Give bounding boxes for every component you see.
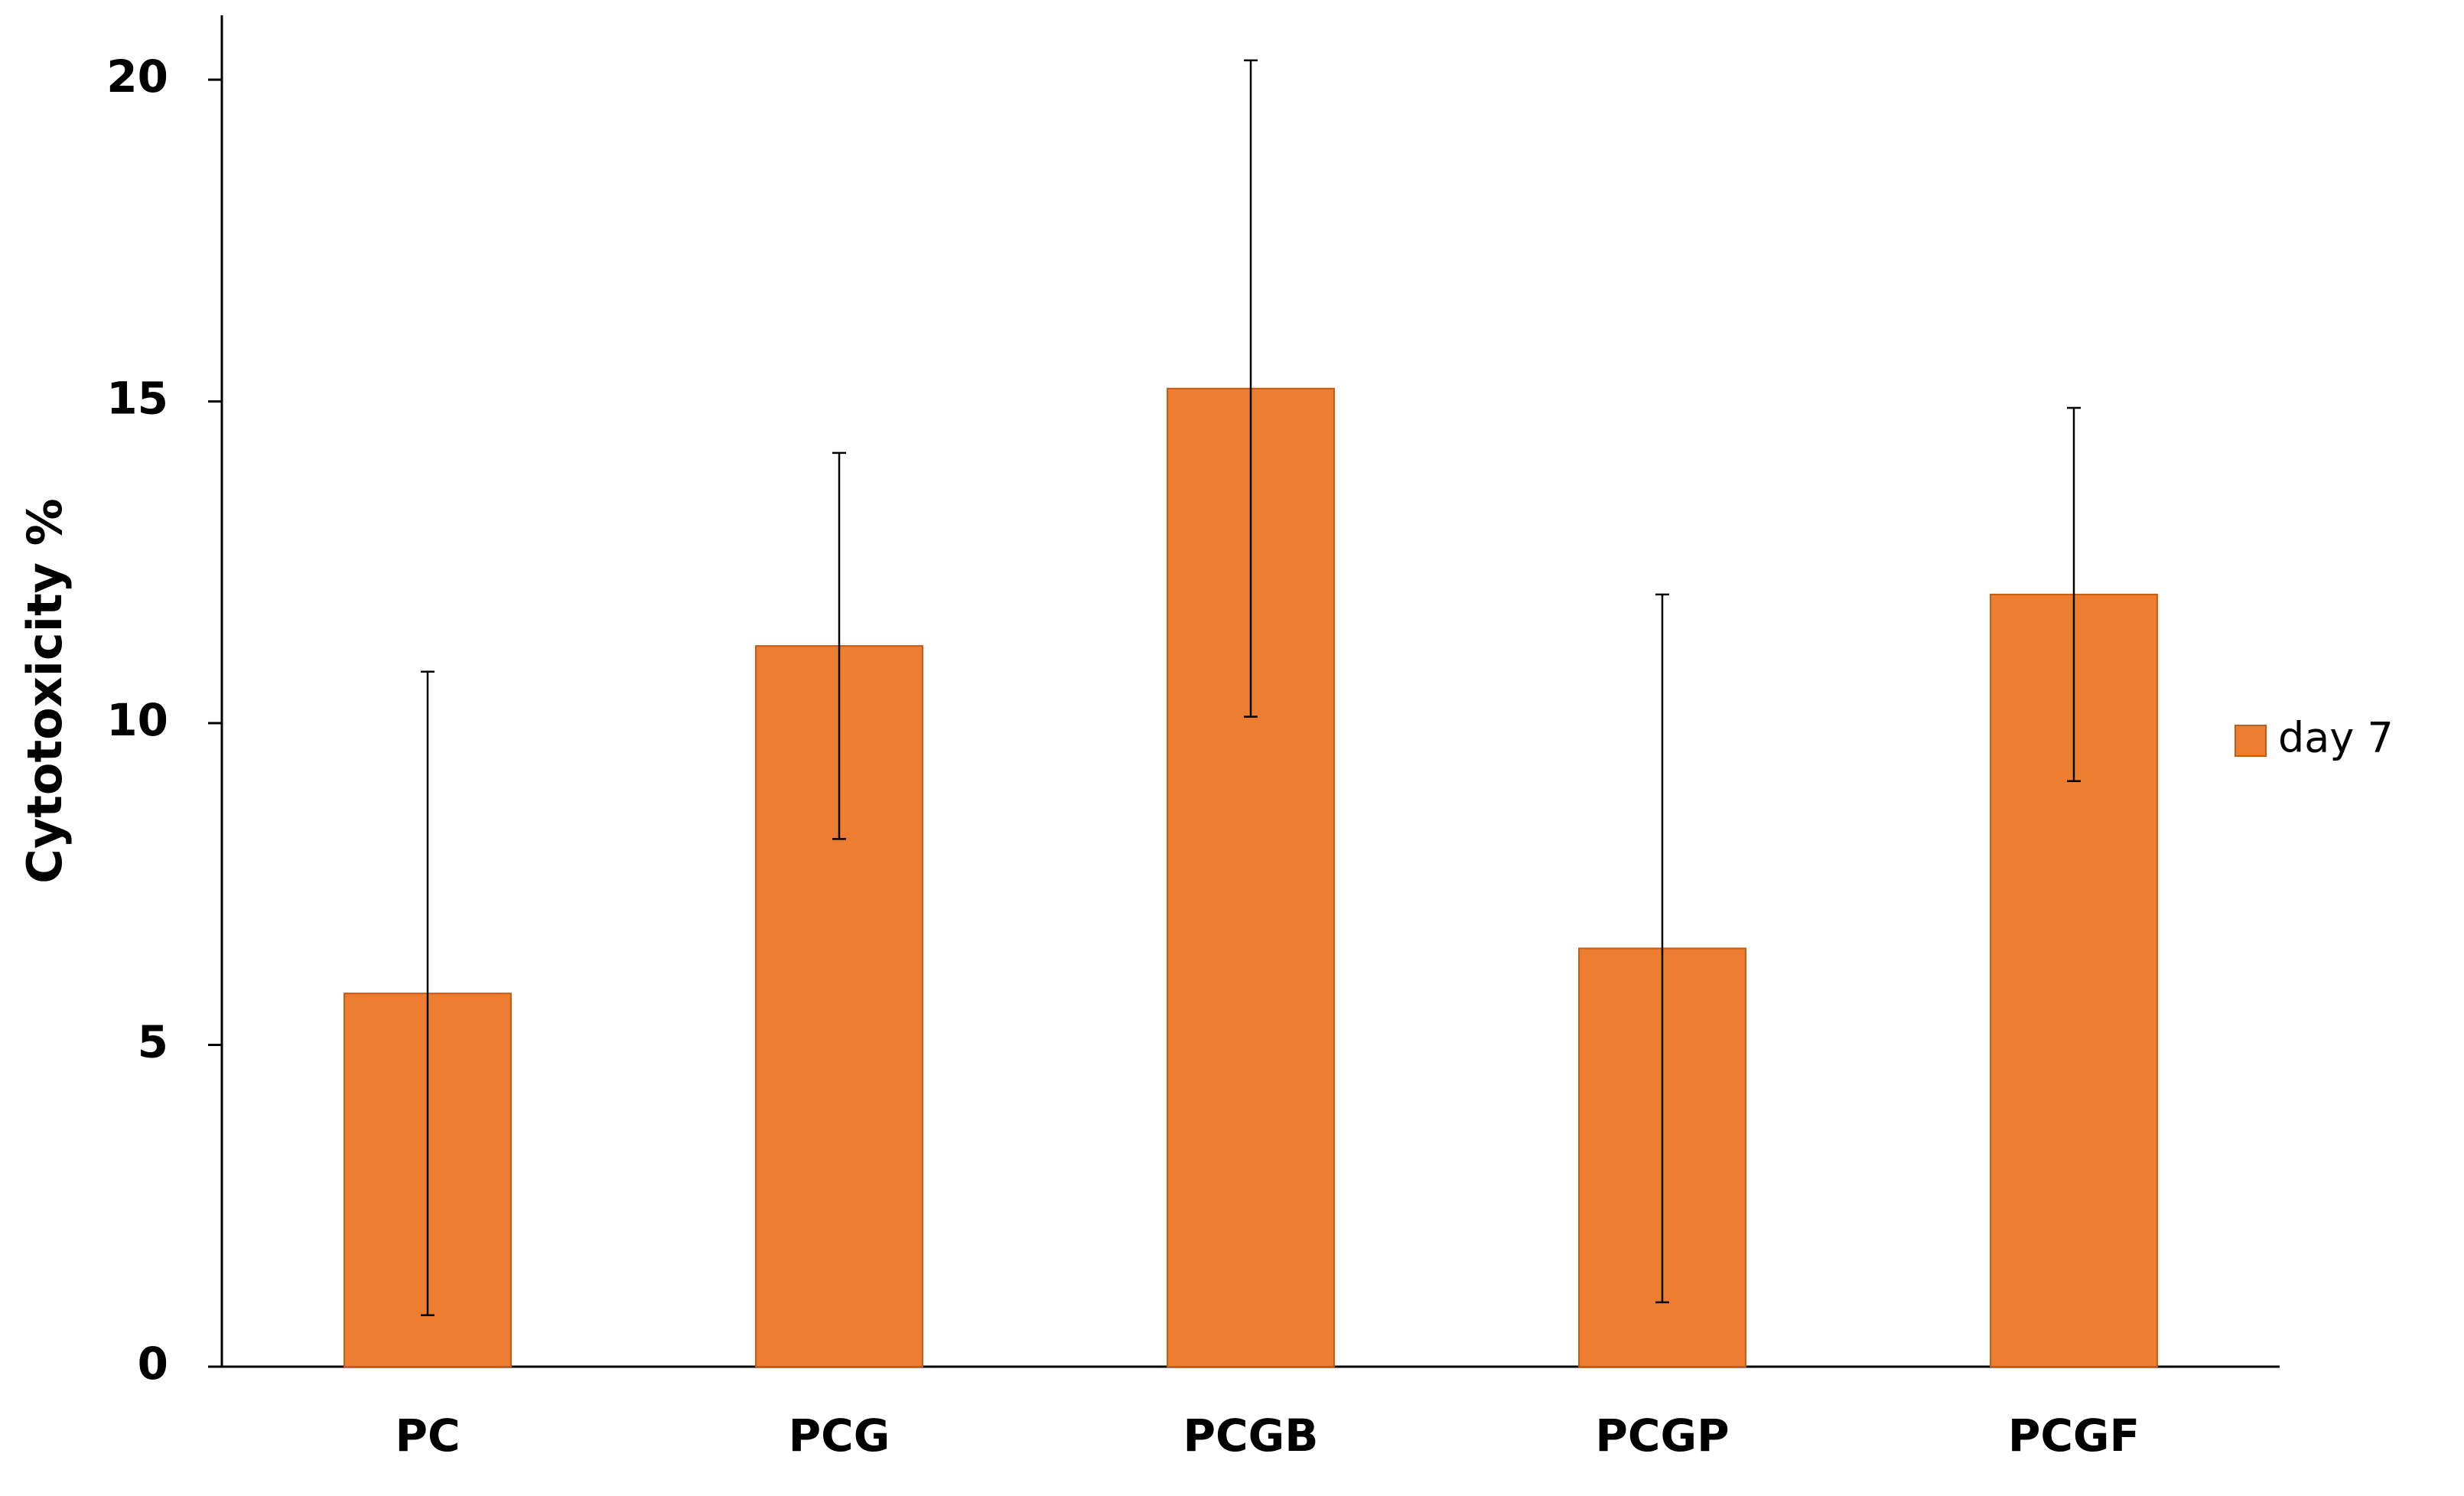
y-tick-label: 0 xyxy=(138,1338,168,1390)
y-tick-label: 10 xyxy=(106,694,168,746)
x-tick-label: PCG xyxy=(789,1410,890,1462)
legend: day 7 xyxy=(2235,714,2394,762)
x-tick-label: PCGP xyxy=(1595,1410,1729,1462)
legend-swatch xyxy=(2235,725,2267,757)
y-tick-label: 20 xyxy=(106,51,168,103)
axes: 0 5 10 15 20 xyxy=(106,15,2280,1390)
bars xyxy=(343,387,2158,1367)
x-tick-label: PC xyxy=(395,1410,460,1462)
y-axis-label: Cytotoxicity % xyxy=(17,498,73,883)
x-tick-label: PCGB xyxy=(1183,1410,1319,1462)
y-tick-label: 5 xyxy=(138,1016,168,1068)
y-ticks: 0 5 10 15 20 xyxy=(106,51,222,1390)
legend-label: day 7 xyxy=(2278,714,2394,762)
y-tick-label: 15 xyxy=(106,373,168,425)
x-tick-labels: PC PCG PCGB PCGP PCGF xyxy=(395,1410,2140,1462)
x-tick-label: PCGF xyxy=(2008,1410,2140,1462)
error-bars xyxy=(421,59,2081,1316)
